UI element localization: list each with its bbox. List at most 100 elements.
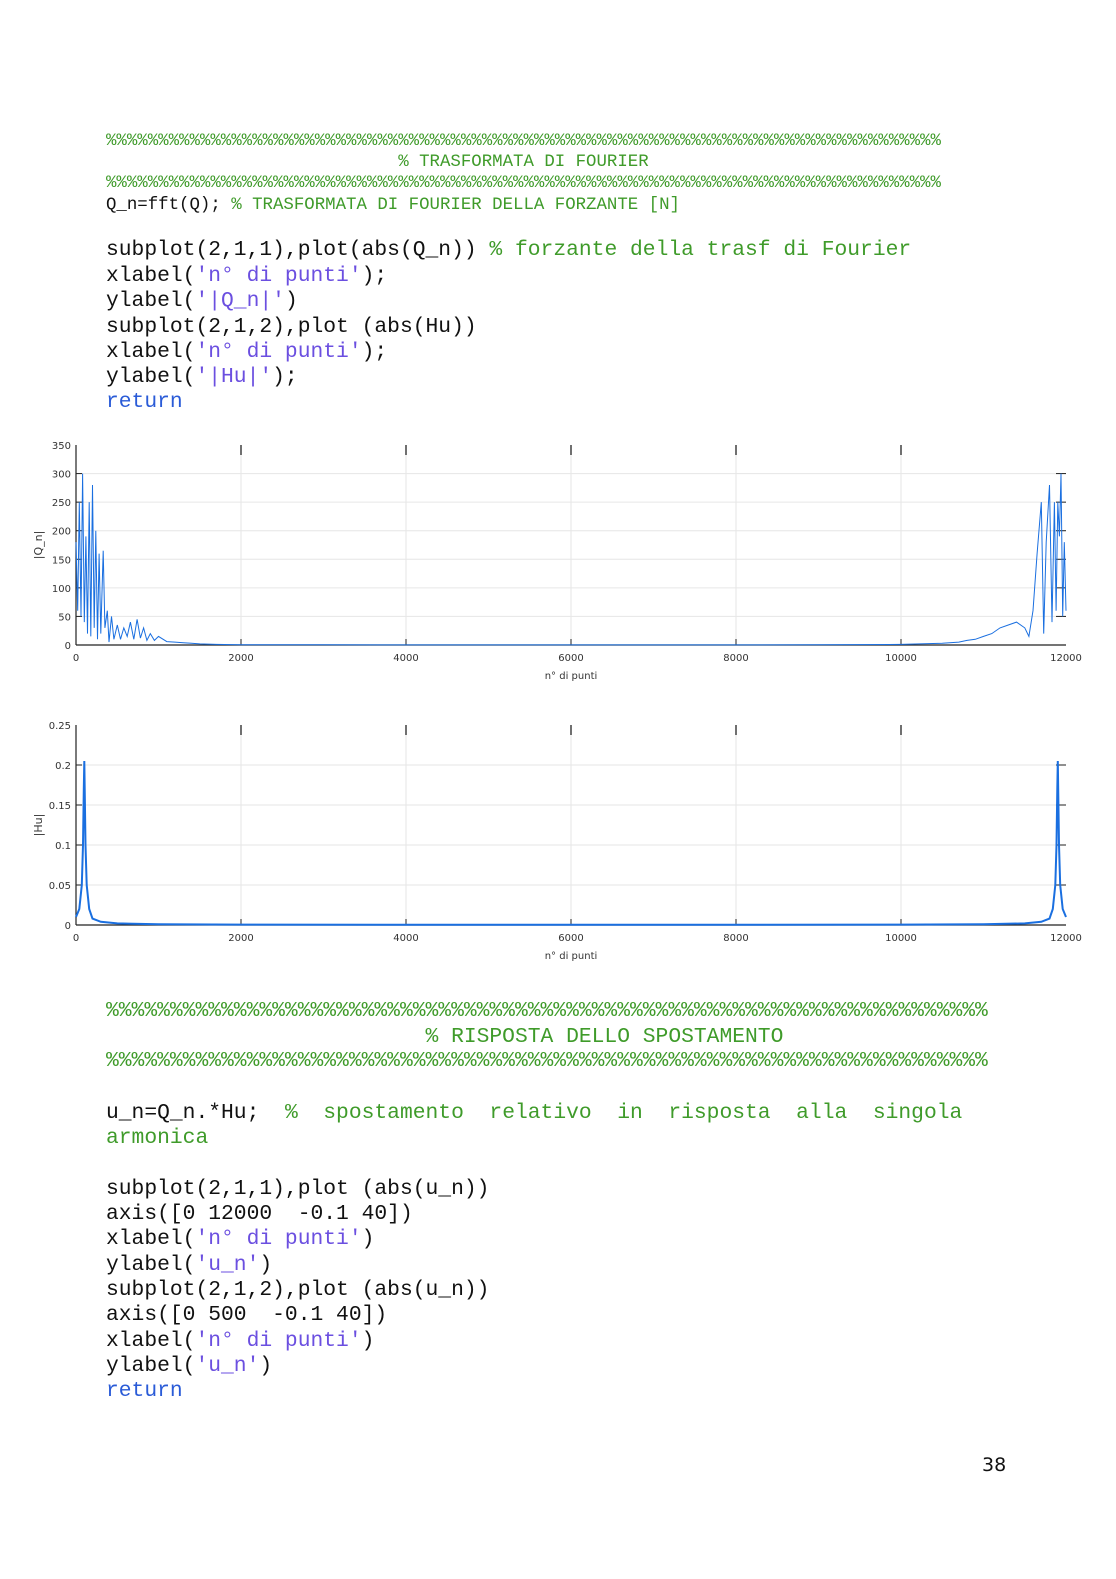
- code-line: u_n=Q_n.*Hu; % spostamento relativo in r…: [106, 1101, 962, 1125]
- code-string: '|Hu|': [195, 365, 273, 389]
- code-string: 'n° di punti': [195, 1227, 362, 1251]
- code-line: ylabel('u_n'): [106, 1354, 272, 1378]
- x-tick-label: 0: [73, 653, 79, 664]
- x-axis-label: n° di punti: [545, 671, 598, 682]
- code-text: ): [259, 1354, 273, 1378]
- code-comment: armonica: [106, 1126, 209, 1150]
- y-tick-label: 0.15: [49, 801, 71, 812]
- x-tick-label: 2000: [228, 653, 253, 664]
- code-comment: %%%%%%%%%%%%%%%%%%%%%%%%%%%%%%%%%%%%%%%%…: [106, 174, 941, 193]
- code-line: return: [106, 390, 183, 414]
- x-tick-label: 8000: [723, 653, 748, 664]
- code-line: %%%%%%%%%%%%%%%%%%%%%%%%%%%%%%%%%%%%%%%%…: [106, 1049, 988, 1073]
- code-string: 'n° di punti': [195, 340, 362, 364]
- y-tick-label: 300: [52, 470, 71, 481]
- x-tick-label: 2000: [228, 933, 253, 944]
- code-line: ylabel('u_n'): [106, 1253, 272, 1277]
- code-string: 'n° di punti': [195, 1329, 362, 1353]
- x-tick-label: 12000: [1050, 653, 1082, 664]
- code-keyword: return: [106, 1379, 183, 1403]
- code-comment: % spostamento relativo in risposta alla …: [284, 1101, 963, 1125]
- x-tick-label: 4000: [393, 933, 418, 944]
- code-text: );: [361, 264, 388, 288]
- x-tick-label: 0: [73, 933, 79, 944]
- y-tick-label: 350: [52, 441, 71, 452]
- code-line: % RISPOSTA DELLO SPOSTAMENTO: [106, 1025, 784, 1049]
- code-line: %%%%%%%%%%%%%%%%%%%%%%%%%%%%%%%%%%%%%%%%…: [106, 999, 988, 1023]
- code-string: 'n° di punti': [195, 264, 362, 288]
- page-number: 38: [982, 1454, 1007, 1476]
- code-text: ): [259, 1253, 273, 1277]
- x-tick-label: 8000: [723, 933, 748, 944]
- code-line: axis([0 500 -0.1 40]): [106, 1303, 387, 1327]
- x-tick-label: 4000: [393, 653, 418, 664]
- code-string: 'u_n': [195, 1354, 260, 1378]
- x-tick-label: 10000: [885, 933, 917, 944]
- code-keyword: return: [106, 390, 183, 414]
- y-tick-label: 0.05: [49, 881, 71, 892]
- y-axis-label: |Hu|: [32, 814, 45, 837]
- code-line: xlabel('n° di punti');: [106, 264, 387, 288]
- code-text: u_n=Q_n.*Hu;: [106, 1101, 285, 1125]
- code-text: );: [272, 365, 298, 389]
- code-text: ylabel(: [106, 1354, 196, 1378]
- y-tick-label: 100: [52, 584, 71, 595]
- code-comment: % TRASFORMATA DI FOURIER: [106, 153, 649, 172]
- code-string: '|Q_n|': [195, 289, 285, 313]
- code-line: %%%%%%%%%%%%%%%%%%%%%%%%%%%%%%%%%%%%%%%%…: [106, 132, 941, 151]
- code-line: subplot(2,1,2),plot (abs(u_n)): [106, 1278, 489, 1302]
- code-line: subplot(2,1,1),plot (abs(u_n)): [106, 1177, 489, 1201]
- y-tick-label: 50: [58, 612, 71, 623]
- code-text: subplot(2,1,1),plot(abs(Q_n)): [106, 238, 490, 262]
- y-axis-label: |Q_n|: [32, 531, 45, 560]
- code-text: ): [361, 1227, 375, 1251]
- code-line: %%%%%%%%%%%%%%%%%%%%%%%%%%%%%%%%%%%%%%%%…: [106, 174, 941, 193]
- x-axis-label: n° di punti: [545, 951, 598, 962]
- code-line: ylabel('|Hu|');: [106, 365, 298, 389]
- code-line: axis([0 12000 -0.1 40]): [106, 1202, 413, 1226]
- code-text: xlabel(: [106, 340, 196, 364]
- code-line: xlabel('n° di punti'): [106, 1227, 374, 1251]
- code-text: ): [361, 1329, 375, 1353]
- code-text: xlabel(: [106, 1227, 196, 1251]
- code-text: xlabel(: [106, 1329, 196, 1353]
- code-comment: % TRASFORMATA DI FOURIER DELLA FORZANTE …: [231, 196, 680, 215]
- x-tick-label: 6000: [558, 653, 583, 664]
- code-line: return: [106, 1379, 183, 1403]
- code-comment: % forzante della trasf di Fourier: [489, 238, 912, 262]
- code-text: axis([0 500 -0.1 40]): [106, 1303, 388, 1327]
- code-text: subplot(2,1,2),plot (abs(Hu)): [106, 315, 477, 339]
- code-line: ylabel('|Q_n|'): [106, 289, 298, 313]
- y-tick-label: 0: [65, 921, 71, 932]
- code-text: ylabel(: [106, 289, 196, 313]
- code-line: xlabel('n° di punti'): [106, 1329, 374, 1353]
- code-text: subplot(2,1,1),plot (abs(u_n)): [106, 1177, 490, 1201]
- y-tick-label: 150: [52, 555, 71, 566]
- code-text: axis([0 12000 -0.1 40]): [106, 1202, 413, 1226]
- code-text: subplot(2,1,2),plot (abs(u_n)): [106, 1278, 490, 1302]
- code-line: % TRASFORMATA DI FOURIER: [106, 153, 649, 172]
- x-tick-label: 12000: [1050, 933, 1082, 944]
- y-tick-label: 0.1: [55, 841, 71, 852]
- code-text: ): [284, 289, 298, 313]
- code-comment: % RISPOSTA DELLO SPOSTAMENTO: [106, 1025, 784, 1049]
- code-text: ylabel(: [106, 1253, 196, 1277]
- y-tick-label: 200: [52, 527, 71, 538]
- code-comment: %%%%%%%%%%%%%%%%%%%%%%%%%%%%%%%%%%%%%%%%…: [106, 999, 988, 1023]
- x-tick-label: 10000: [885, 653, 917, 664]
- code-text: ylabel(: [106, 365, 196, 389]
- code-text: xlabel(: [106, 264, 196, 288]
- code-text: Q_n=fft(Q);: [106, 196, 232, 215]
- code-line: armonica: [106, 1126, 208, 1150]
- code-line: xlabel('n° di punti');: [106, 340, 387, 364]
- y-tick-label: 250: [52, 498, 71, 509]
- x-tick-label: 6000: [558, 933, 583, 944]
- y-tick-label: 0.2: [55, 761, 71, 772]
- y-tick-label: 0.25: [49, 721, 71, 732]
- code-line: subplot(2,1,1),plot(abs(Q_n)) % forzante…: [106, 238, 911, 262]
- y-tick-label: 0: [65, 641, 71, 652]
- code-comment: %%%%%%%%%%%%%%%%%%%%%%%%%%%%%%%%%%%%%%%%…: [106, 132, 941, 151]
- code-comment: %%%%%%%%%%%%%%%%%%%%%%%%%%%%%%%%%%%%%%%%…: [106, 1049, 988, 1073]
- code-line: subplot(2,1,2),plot (abs(Hu)): [106, 315, 477, 339]
- code-line: Q_n=fft(Q); % TRASFORMATA DI FOURIER DEL…: [106, 196, 680, 215]
